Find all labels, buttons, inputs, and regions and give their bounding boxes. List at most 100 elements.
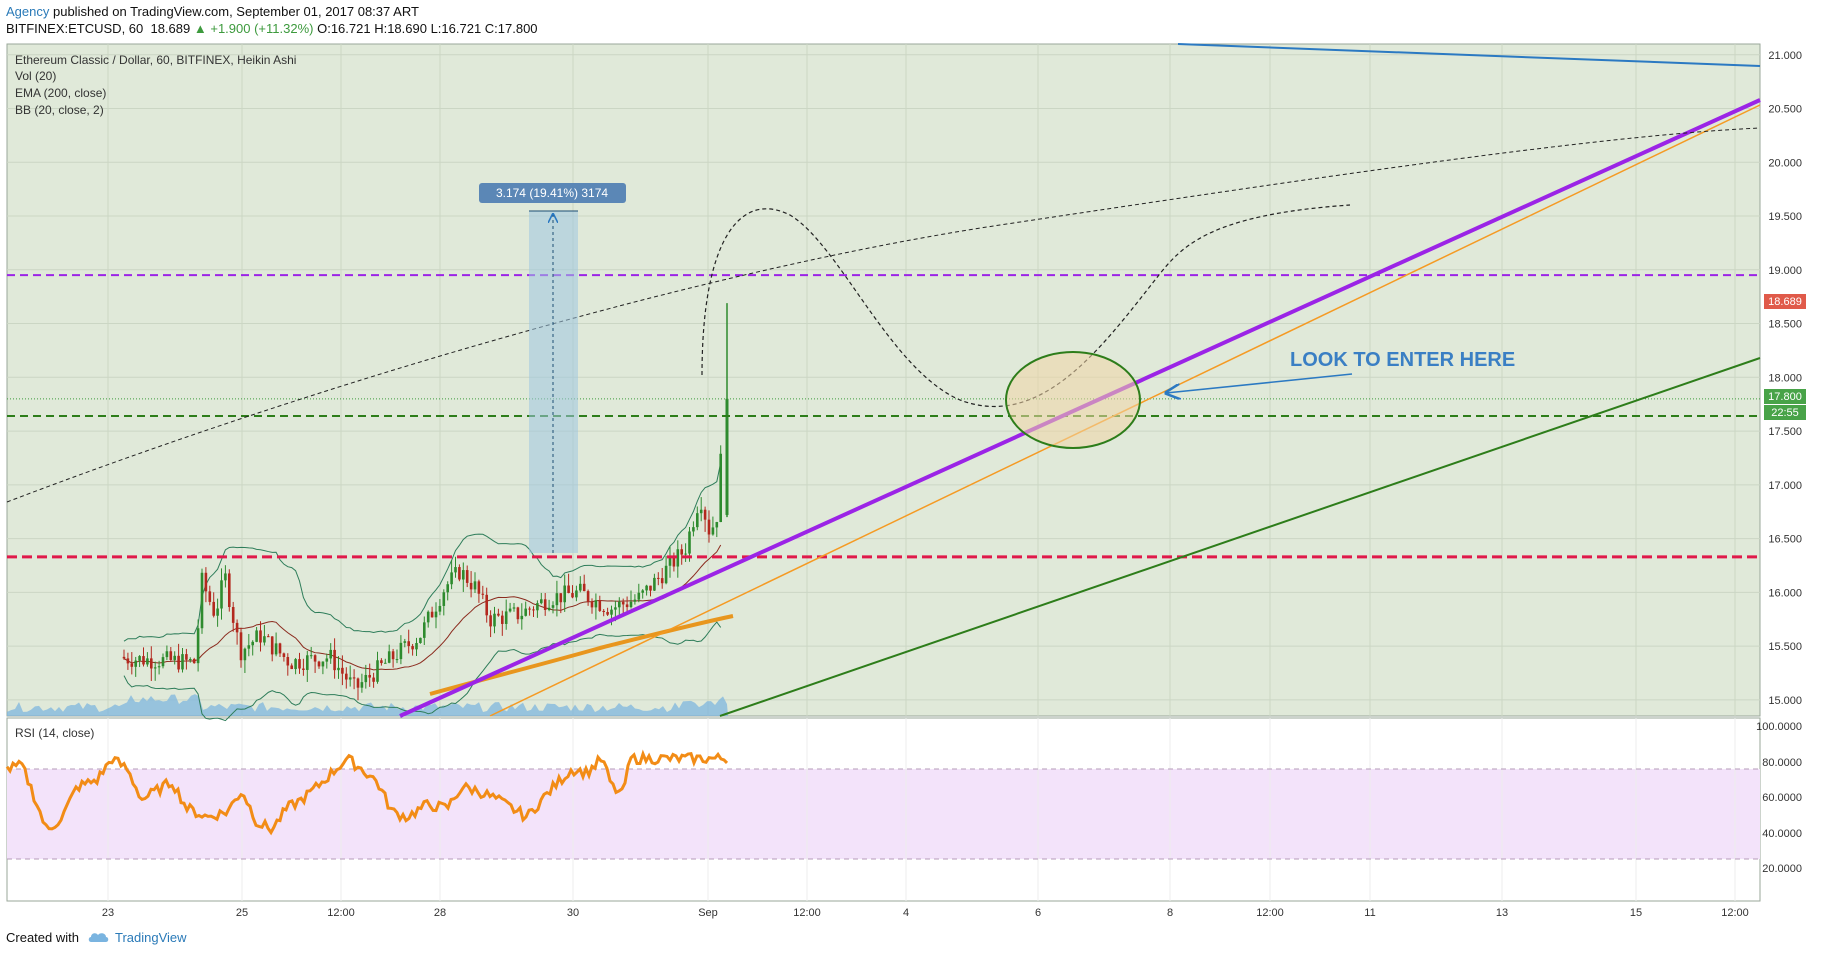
candle-body: [520, 615, 524, 620]
candle-body: [380, 660, 383, 664]
candle-body: [196, 628, 200, 664]
candle-body: [469, 582, 473, 590]
x-tick-label: 28: [434, 907, 446, 919]
x-tick-label: 12:00: [793, 907, 821, 919]
candle-body: [641, 590, 644, 593]
range-label-box: [479, 183, 626, 203]
candle-body: [239, 632, 243, 661]
candle-body: [150, 658, 153, 669]
candle-body: [598, 600, 602, 611]
candle-body: [309, 655, 313, 657]
x-tick-label: 4: [903, 907, 909, 919]
candle-body: [278, 643, 282, 654]
candle-body: [594, 600, 598, 608]
ohlc-text: O:16.721 H:18.690 L:16.721 C:17.800: [317, 21, 538, 36]
candle-body: [625, 604, 629, 608]
candle-body: [298, 659, 301, 669]
candle-body: [458, 567, 461, 580]
candle-body: [208, 591, 212, 602]
x-tick-label: 15: [1630, 907, 1642, 919]
y-tick-label: 18.500: [1768, 319, 1802, 331]
candle-body: [126, 658, 130, 664]
candle-body: [153, 667, 157, 669]
candle-body: [146, 658, 149, 665]
candle-body: [212, 601, 215, 616]
symbol-line: BITFINEX:ETCUSD, 60 18.689 ▲ +1.900 (+11…: [6, 21, 538, 37]
candle-body: [403, 641, 407, 643]
y-tick-label: 20.500: [1768, 104, 1802, 116]
candle-body: [302, 668, 305, 670]
candle-body: [181, 654, 184, 670]
chart-canvas[interactable]: 23 25 12:00 28 30 Sep 12:00 4 6 8 12:00 11 13 15 12:00…: [0, 0, 1824, 925]
candle-body: [243, 648, 247, 661]
candle-body: [438, 605, 442, 612]
candle-body: [161, 657, 165, 667]
candle-body: [138, 656, 141, 661]
published-text: published on TradingView.com, September …: [49, 4, 419, 19]
footer: Created with TradingView: [6, 930, 187, 947]
candle-body: [618, 601, 621, 608]
candle-body: [290, 665, 293, 670]
bb-legend: BB (20, close, 2): [15, 103, 104, 117]
candle-body: [224, 573, 227, 581]
countdown-badge: [1764, 405, 1806, 420]
candle-body: [653, 577, 656, 591]
candle-body: [567, 585, 570, 594]
y-tick-label: 21.000: [1768, 50, 1802, 62]
green-trendline: [719, 357, 1761, 717]
candle-body: [633, 599, 637, 602]
candle-body: [337, 667, 340, 671]
candle-body: [684, 553, 687, 555]
candle-body: [157, 666, 161, 668]
candle-body: [360, 682, 364, 688]
candle-body: [407, 641, 410, 647]
candle-body: [699, 509, 703, 514]
candle-body: [606, 611, 609, 615]
candle-body: [465, 570, 469, 583]
candle-body: [368, 674, 371, 678]
candle-body: [142, 656, 145, 665]
candle-body: [462, 570, 465, 580]
candle-body: [376, 660, 379, 682]
candle-body: [590, 601, 594, 608]
candle-body: [586, 591, 590, 602]
x-tick-label: 12:00: [327, 907, 355, 919]
ema-legend: EMA (200, close): [15, 86, 106, 100]
candle-body: [286, 657, 290, 666]
candle-body: [395, 659, 399, 661]
x-tick-label: 12:00: [1256, 907, 1284, 919]
candle-body: [387, 651, 391, 663]
candle-body: [649, 585, 652, 591]
y-tick-label: 17.000: [1768, 480, 1802, 492]
y-tick-label: 18.000: [1768, 372, 1802, 384]
x-tick-label: 30: [567, 907, 579, 919]
candle-body: [501, 615, 504, 624]
candle-body: [493, 613, 496, 627]
candle-body: [559, 593, 563, 603]
change-text: ▲ +1.900 (+11.32%): [193, 21, 314, 36]
candle-body: [235, 622, 239, 633]
price-pane[interactable]: [6, 43, 1761, 717]
y-tick-label: 20.000: [1768, 157, 1802, 169]
y-axis: 15.000 15.500 16.000 16.500 17.000 17.500 18.0…: [1768, 50, 1802, 707]
candle-body: [442, 592, 446, 606]
author-link[interactable]: Agency: [6, 4, 50, 19]
symbol-text: BITFINEX:ETCUSD, 60: [6, 21, 144, 36]
candle-body: [220, 580, 223, 609]
x-tick-label: 6: [1035, 907, 1041, 919]
y-tick-label: 19.500: [1768, 211, 1802, 223]
candle-body: [489, 615, 492, 627]
candle-body: [664, 565, 668, 584]
candle-body: [614, 607, 617, 610]
y-tick-label: 16.500: [1768, 534, 1802, 546]
candle-body: [497, 613, 500, 616]
x-tick-label: 23: [102, 907, 114, 919]
bb-upper-band: [123, 462, 722, 642]
candles: [122, 303, 729, 701]
candle-body: [660, 578, 664, 584]
tradingview-link[interactable]: TradingView: [114, 930, 187, 945]
enter-label: LOOK TO ENTER HERE: [1290, 349, 1515, 371]
candle-body: [270, 636, 274, 655]
candle-body: [696, 513, 699, 528]
rsi-tick-label: 80.0000: [1762, 757, 1802, 769]
